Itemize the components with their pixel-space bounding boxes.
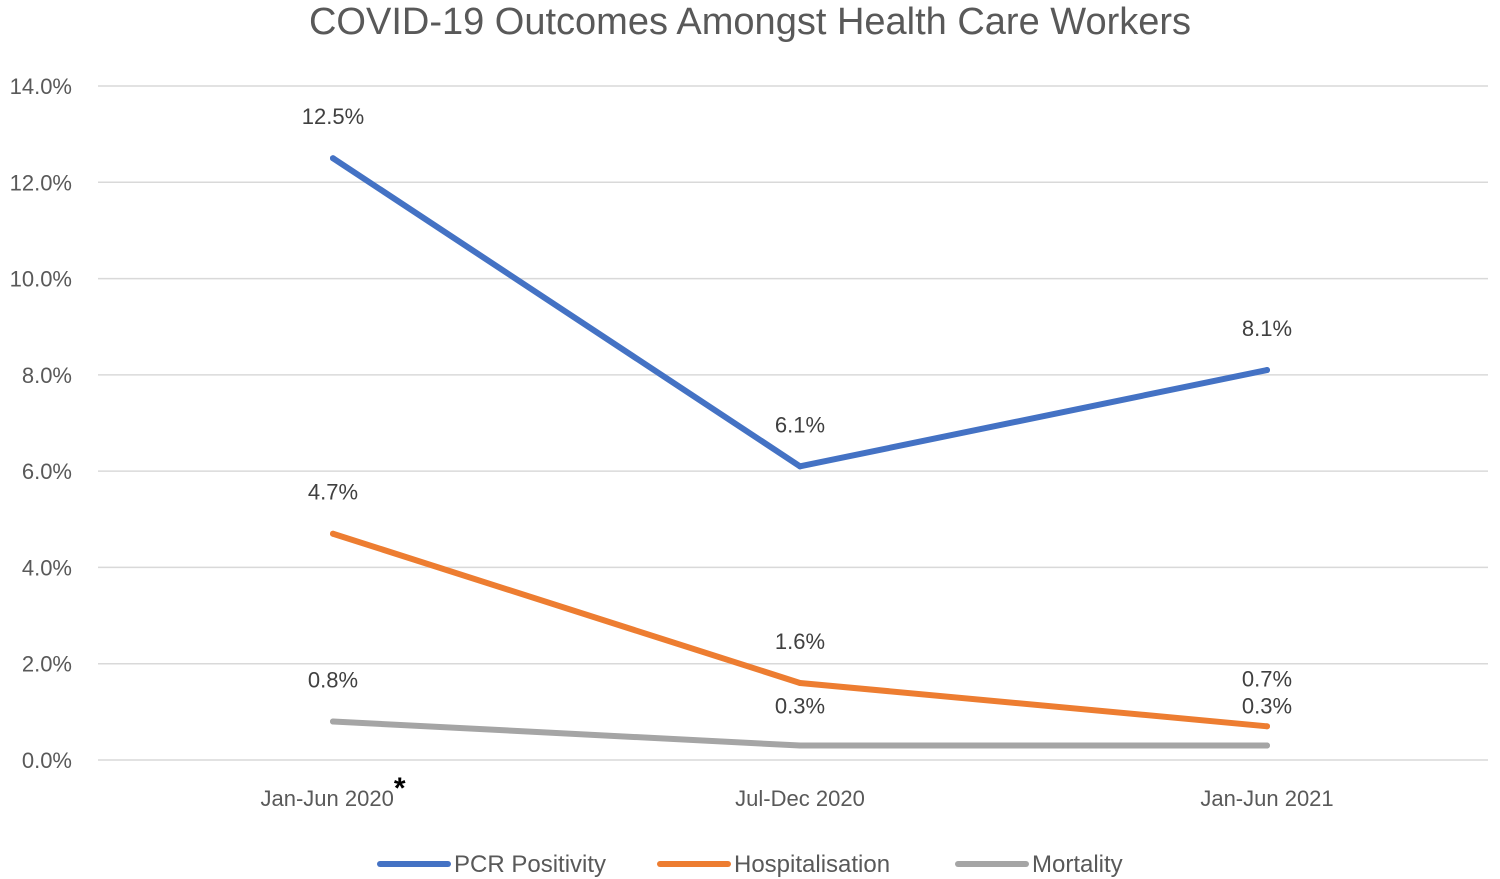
data-point bbox=[330, 718, 336, 725]
legend-label: Hospitalisation bbox=[734, 851, 890, 878]
x-tick-label: Jan-Jun 2021 bbox=[1200, 786, 1333, 811]
y-tick-label: 14.0% bbox=[10, 74, 72, 99]
x-tick-footnote-marker: * bbox=[394, 772, 406, 805]
data-point bbox=[1264, 742, 1270, 749]
data-point bbox=[1264, 367, 1270, 374]
x-axis-tick-labels: Jan-Jun 2020* Jul-Dec 2020 Jan-Jun 2021 bbox=[260, 772, 1333, 811]
legend: PCR Positivity Hospitalisation Mortality bbox=[377, 851, 1123, 878]
y-tick-label: 4.0% bbox=[22, 555, 72, 580]
data-point bbox=[797, 742, 803, 749]
data-label: 1.6% bbox=[775, 629, 825, 654]
data-point bbox=[797, 679, 803, 686]
chart-title: COVID-19 Outcomes Amongst Health Care Wo… bbox=[308, 1, 1192, 43]
data-point bbox=[1264, 723, 1270, 730]
x-tick-label-text: Jul-Dec 2020 bbox=[735, 786, 865, 811]
data-point bbox=[330, 155, 336, 162]
data-label: 6.1% bbox=[775, 412, 825, 437]
series-line-3 bbox=[330, 718, 1270, 749]
legend-label: PCR Positivity bbox=[454, 851, 606, 878]
gridlines bbox=[98, 85, 1488, 761]
y-tick-label: 6.0% bbox=[22, 459, 72, 484]
y-tick-label: 0.0% bbox=[22, 748, 72, 773]
y-tick-label: 2.0% bbox=[22, 652, 72, 677]
data-label: 0.8% bbox=[308, 667, 358, 692]
x-tick-label: Jan-Jun 2020* bbox=[260, 772, 405, 811]
legend-label: Mortality bbox=[1032, 851, 1123, 878]
data-point bbox=[330, 530, 336, 537]
data-labels: 12.5% 6.1% 8.1% 4.7% 1.6% 0.7% 0.8% 0.3% 0.3% bbox=[302, 104, 1292, 718]
data-label: 8.1% bbox=[1242, 316, 1292, 341]
y-tick-label: 12.0% bbox=[10, 170, 72, 195]
y-tick-label: 10.0% bbox=[10, 267, 72, 292]
data-label: 12.5% bbox=[302, 104, 364, 129]
series-lines bbox=[330, 155, 1270, 749]
y-tick-label: 8.0% bbox=[22, 363, 72, 388]
x-tick-label: Jul-Dec 2020 bbox=[735, 786, 865, 811]
data-label: 0.3% bbox=[775, 694, 825, 719]
data-label: 4.7% bbox=[308, 480, 358, 505]
data-label: 0.3% bbox=[1242, 694, 1292, 719]
y-axis-tick-labels: 0.0% 2.0% 4.0% 6.0% 8.0% 10.0% 12.0% 14.0% bbox=[10, 74, 72, 773]
data-label: 0.7% bbox=[1242, 666, 1292, 691]
data-point bbox=[797, 463, 803, 470]
x-tick-label-text: Jan-Jun 2021 bbox=[1200, 786, 1333, 811]
x-tick-label-text: Jan-Jun 2020 bbox=[260, 786, 393, 811]
